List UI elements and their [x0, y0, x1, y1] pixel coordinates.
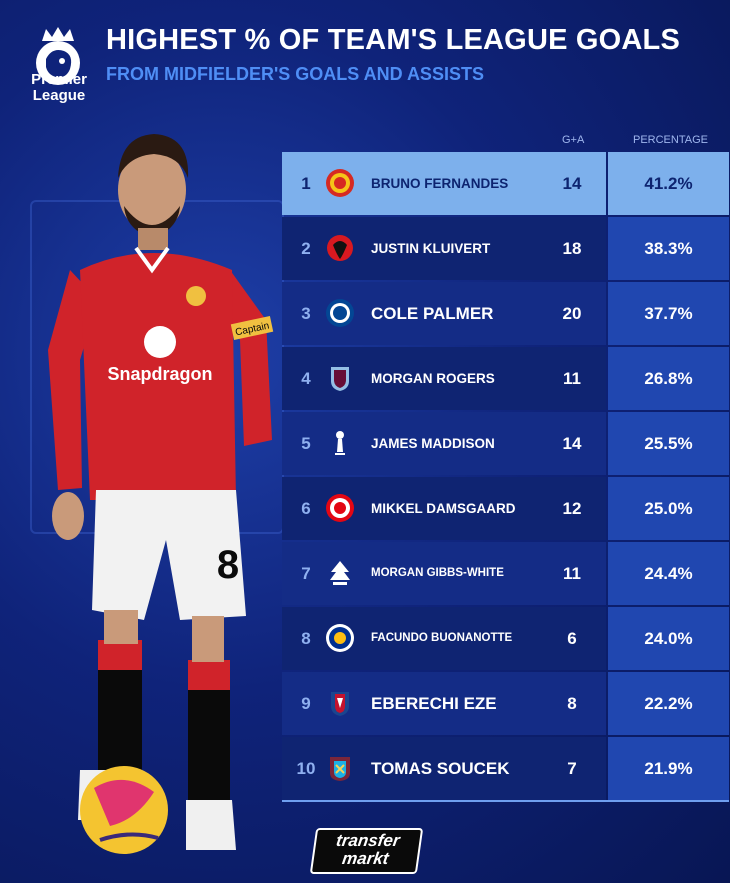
player-name: JUSTIN KLUIVERT [371, 241, 491, 256]
percentage-value: 25.0% [644, 499, 693, 518]
transfermarkt-line-2: markt [340, 849, 390, 868]
percentage-value: 24.4% [644, 564, 693, 583]
rank-number: 7 [301, 564, 311, 583]
row-background [282, 412, 606, 475]
column-header-percentage: PERCENTAGE [633, 134, 708, 146]
player-name: COLE PALMER [371, 304, 494, 323]
percentage-cell-background [608, 152, 729, 215]
table-row: 4 MORGAN ROGERS 11 26.8% [282, 347, 729, 410]
rank-number: 1 [301, 174, 311, 193]
logo-line-2: League [32, 87, 86, 104]
goals-assists-value: 14 [562, 434, 582, 453]
player-name: TOMAS SOUCEK [371, 759, 510, 778]
goals-assists-value: 12 [562, 499, 582, 518]
player-name: MIKKEL DAMSGAARD [371, 501, 516, 516]
percentage-value: 38.3% [644, 239, 693, 258]
goals-assists-value: 6 [567, 629, 577, 648]
percentage-cell-background [608, 477, 729, 540]
premier-league-wordmark: Premier League [24, 72, 94, 104]
ranking-table: 1 BRUNO FERNANDES 14 41.2% 2 JUSTIN KLUI… [282, 152, 729, 802]
table-row: 9 EBERECHI EZE 8 22.2% [282, 672, 729, 735]
page-title: HIGHEST % OF TEAM'S LEAGUE GOALS [106, 24, 680, 56]
tottenham-crest-icon [335, 431, 345, 455]
percentage-cell-background [608, 282, 729, 345]
percentage-value: 26.8% [644, 369, 693, 388]
player-name: MORGAN GIBBS-WHITE [371, 567, 504, 579]
percentage-value: 24.0% [644, 629, 693, 648]
table-bottom-rule [282, 800, 729, 802]
goals-assists-value: 18 [562, 239, 582, 258]
rank-number: 5 [301, 434, 311, 453]
man-utd-crest-icon [326, 169, 354, 197]
page-subtitle: FROM MIDFIELDER'S GOALS AND ASSISTS [106, 64, 484, 84]
percentage-value: 21.9% [644, 759, 693, 778]
goals-assists-value: 11 [563, 369, 581, 388]
crystal-palace-crest-icon [331, 692, 349, 716]
leicester-crest-icon [326, 624, 354, 652]
percentage-value: 25.5% [644, 434, 693, 453]
transfermarkt-line-1: transfer [334, 831, 401, 850]
percentage-cell-background [608, 737, 729, 800]
brentford-crest-icon [326, 494, 354, 522]
column-header-ga: G+A [562, 134, 585, 146]
rank-number: 8 [301, 629, 311, 648]
goals-assists-value: 11 [563, 564, 581, 583]
table-row: 10 TOMAS SOUCEK 7 21.9% [282, 737, 729, 800]
goals-assists-value: 8 [567, 694, 577, 713]
player-name: FACUNDO BUONANOTTE [371, 632, 513, 644]
percentage-value: 22.2% [644, 694, 693, 713]
nottingham-forest-crest-icon [330, 561, 350, 585]
percentage-cell-background [608, 347, 729, 410]
goals-assists-value: 20 [562, 304, 582, 323]
percentage-cell-background [608, 542, 729, 605]
player-name: MORGAN ROGERS [371, 371, 495, 386]
bournemouth-crest-icon [327, 235, 353, 261]
table-row: 2 JUSTIN KLUIVERT 18 38.3% [282, 217, 729, 280]
player-photo: Snapdragon Captain 8 [48, 134, 274, 854]
rank-number: 4 [301, 369, 311, 388]
rank-number: 10 [296, 759, 316, 778]
table-row: 7 MORGAN GIBBS-WHITE 11 24.4% [282, 542, 729, 605]
table-row: 5 JAMES MADDISON 14 25.5% [282, 412, 729, 475]
transfermarkt-logo: transfer markt [309, 828, 424, 874]
premier-league-lion-icon [36, 27, 80, 85]
table-row: 1 BRUNO FERNANDES 14 41.2% [282, 152, 729, 215]
logo-line-1: Premier [31, 71, 87, 88]
percentage-cell-background [608, 217, 729, 280]
rank-number: 6 [301, 499, 311, 518]
west-ham-crest-icon [330, 757, 350, 781]
aston-villa-crest-icon [331, 367, 349, 391]
shirt-sponsor-text: Snapdragon [107, 364, 212, 384]
shorts-number: 8 [217, 543, 239, 587]
rank-number: 2 [301, 239, 311, 258]
player-name: EBERECHI EZE [371, 694, 497, 713]
rank-number: 3 [301, 304, 311, 323]
player-name: JAMES MADDISON [371, 436, 495, 451]
chelsea-crest-icon [326, 299, 354, 327]
table-row: 3 COLE PALMER 20 37.7% [282, 282, 729, 345]
percentage-value: 41.2% [644, 174, 693, 193]
goals-assists-value: 14 [562, 174, 582, 193]
goals-assists-value: 7 [567, 759, 577, 778]
table-row: 8 FACUNDO BUONANOTTE 6 24.0% [282, 607, 729, 670]
rank-number: 9 [301, 694, 311, 713]
percentage-cell-background [608, 672, 729, 735]
percentage-cell-background [608, 607, 729, 670]
percentage-cell-background [608, 412, 729, 475]
player-name: BRUNO FERNANDES [371, 176, 509, 191]
percentage-value: 37.7% [644, 304, 693, 323]
table-row: 6 MIKKEL DAMSGAARD 12 25.0% [282, 477, 729, 540]
